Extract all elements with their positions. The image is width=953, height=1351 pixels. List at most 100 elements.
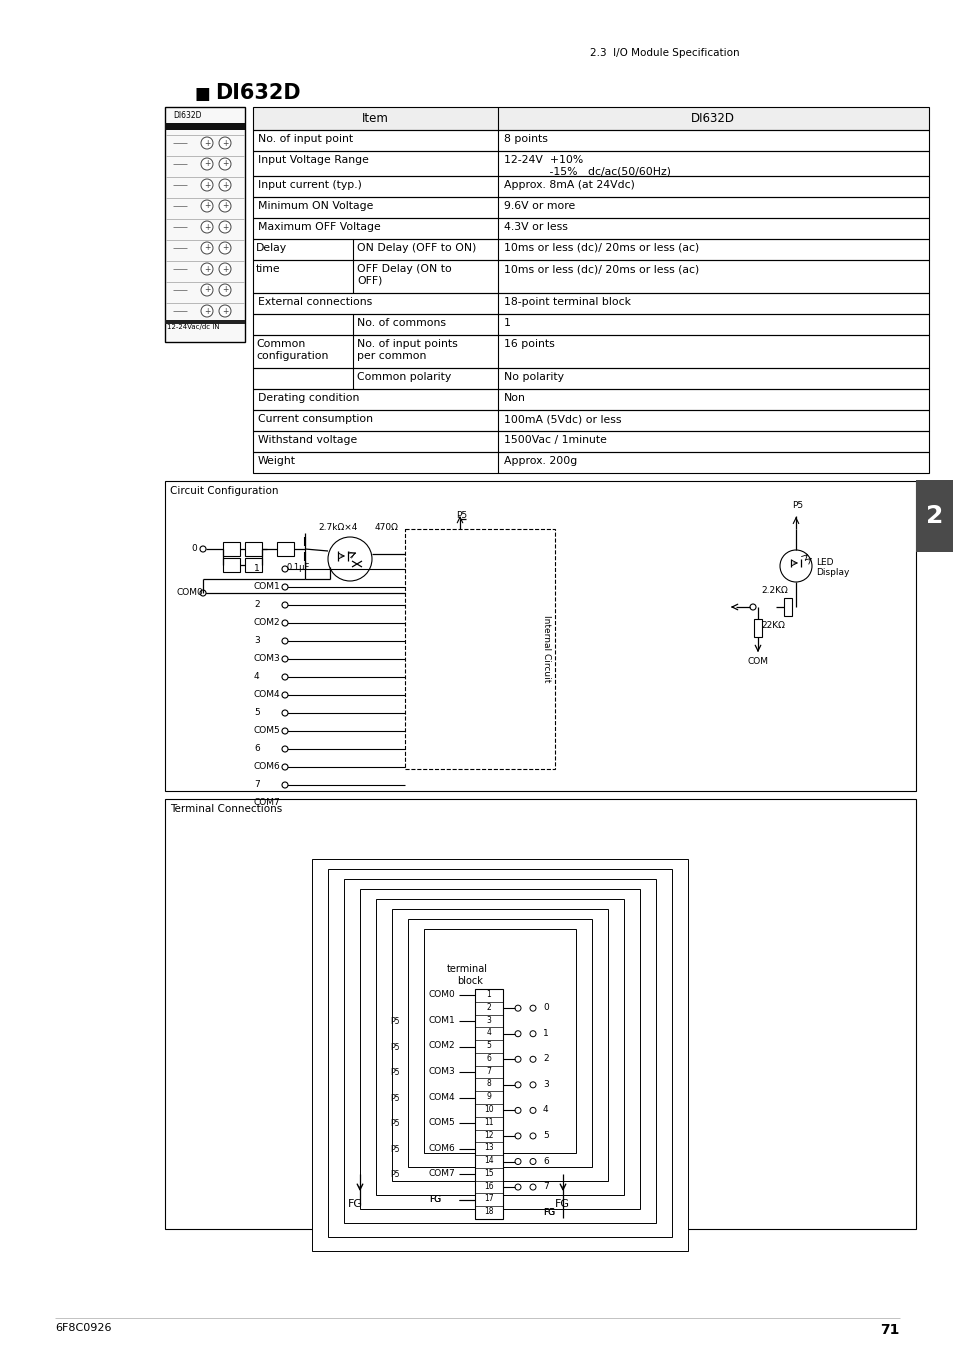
Text: +: + [204, 223, 210, 231]
Text: 9: 9 [486, 1092, 491, 1101]
Text: 3: 3 [542, 1079, 548, 1089]
Bar [475, 989, 502, 1219]
Text: 4: 4 [486, 1028, 491, 1038]
Text: 22KΩ: 22KΩ [760, 621, 784, 630]
Text: +: + [222, 285, 228, 295]
Text: 1: 1 [542, 1028, 548, 1038]
Ellipse shape [384, 1066, 406, 1078]
Text: Common polarity: Common polarity [356, 372, 451, 382]
Text: +: + [204, 243, 210, 253]
Text: COM6: COM6 [429, 1144, 456, 1152]
Circle shape [219, 200, 231, 212]
Circle shape [515, 1183, 520, 1190]
Text: 0: 0 [191, 544, 196, 553]
Text: COM5: COM5 [429, 1119, 456, 1127]
Text: COM: COM [747, 657, 768, 666]
Text: 6F8C0926: 6F8C0926 [55, 1323, 112, 1333]
Text: 2: 2 [486, 1002, 491, 1012]
Circle shape [201, 200, 213, 212]
Circle shape [282, 566, 288, 571]
Bar [253, 335, 928, 367]
Circle shape [530, 1031, 536, 1036]
Bar [253, 176, 928, 197]
Text: COM5: COM5 [253, 725, 280, 735]
Bar [253, 218, 928, 239]
Bar [344, 880, 656, 1223]
Text: COM1: COM1 [253, 582, 280, 590]
Text: COM4: COM4 [253, 690, 280, 698]
Circle shape [282, 728, 288, 734]
Circle shape [200, 546, 206, 553]
Text: Approx. 200g: Approx. 200g [503, 457, 577, 466]
Circle shape [201, 136, 213, 149]
Bar [375, 898, 623, 1196]
Bar [253, 313, 928, 335]
Text: +: + [204, 307, 210, 316]
Text: COM1: COM1 [429, 1016, 456, 1025]
Text: +: + [222, 201, 228, 211]
Circle shape [780, 550, 811, 582]
Circle shape [530, 1183, 536, 1190]
Text: 2: 2 [925, 504, 943, 528]
Text: 8 points: 8 points [503, 134, 547, 145]
Text: 15: 15 [484, 1169, 494, 1178]
Text: 4: 4 [542, 1105, 548, 1115]
Circle shape [530, 1005, 536, 1011]
Ellipse shape [384, 1042, 406, 1052]
Bar [253, 197, 928, 218]
Bar [165, 320, 245, 324]
Circle shape [282, 746, 288, 753]
Bar [408, 919, 592, 1167]
Text: 9.6V or more: 9.6V or more [503, 201, 575, 211]
Bar [165, 107, 245, 342]
Circle shape [515, 1133, 520, 1139]
Circle shape [200, 590, 206, 596]
Text: 3: 3 [253, 636, 259, 644]
Text: 100mA (5Vdc) or less: 100mA (5Vdc) or less [503, 413, 620, 424]
Text: 2.2KΩ: 2.2KΩ [760, 586, 787, 594]
Text: 470Ω: 470Ω [375, 523, 398, 532]
Bar [253, 107, 928, 130]
Text: FG: FG [542, 1208, 555, 1217]
Bar [223, 542, 240, 557]
Text: COM7: COM7 [429, 1169, 456, 1178]
Bar [423, 929, 576, 1152]
Circle shape [219, 242, 231, 254]
Circle shape [219, 222, 231, 232]
Text: COM0: COM0 [429, 990, 456, 1000]
Bar [312, 859, 687, 1251]
Text: +: + [204, 159, 210, 169]
Text: +: + [204, 285, 210, 295]
Circle shape [282, 782, 288, 788]
Text: 16 points: 16 points [503, 339, 554, 349]
Text: P5: P5 [390, 1119, 399, 1128]
Text: 7: 7 [253, 780, 259, 789]
Text: 12-24Vac/dc IN: 12-24Vac/dc IN [167, 324, 219, 330]
Text: 13: 13 [484, 1143, 494, 1152]
Circle shape [515, 1082, 520, 1088]
Text: LED: LED [815, 558, 833, 567]
Text: 10: 10 [484, 1105, 494, 1115]
Text: Maximum OFF Voltage: Maximum OFF Voltage [257, 222, 380, 232]
Text: 3: 3 [486, 1016, 491, 1024]
Text: Derating condition: Derating condition [257, 393, 359, 403]
Bar [253, 389, 928, 409]
Circle shape [282, 620, 288, 626]
Text: P5: P5 [390, 1069, 399, 1077]
Bar [253, 130, 928, 151]
Text: 10ms or less (dc)/ 20ms or less (ac): 10ms or less (dc)/ 20ms or less (ac) [503, 263, 699, 274]
Circle shape [328, 536, 372, 581]
Text: Delay: Delay [255, 243, 287, 253]
Bar [245, 558, 262, 571]
Text: No. of commons: No. of commons [356, 317, 446, 328]
Ellipse shape [384, 1092, 406, 1104]
Text: COM0: COM0 [177, 588, 204, 597]
Circle shape [530, 1082, 536, 1088]
Text: +: + [222, 243, 228, 253]
Text: FG: FG [542, 1208, 555, 1217]
Text: Input Voltage Range: Input Voltage Range [257, 155, 369, 165]
Bar [392, 909, 607, 1181]
Bar [359, 889, 639, 1209]
Bar [783, 598, 791, 616]
Text: FG: FG [429, 1194, 440, 1204]
